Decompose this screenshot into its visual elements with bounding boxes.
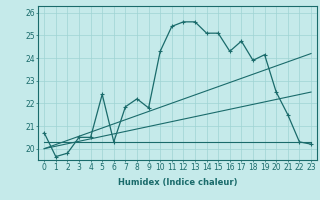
X-axis label: Humidex (Indice chaleur): Humidex (Indice chaleur) (118, 178, 237, 187)
